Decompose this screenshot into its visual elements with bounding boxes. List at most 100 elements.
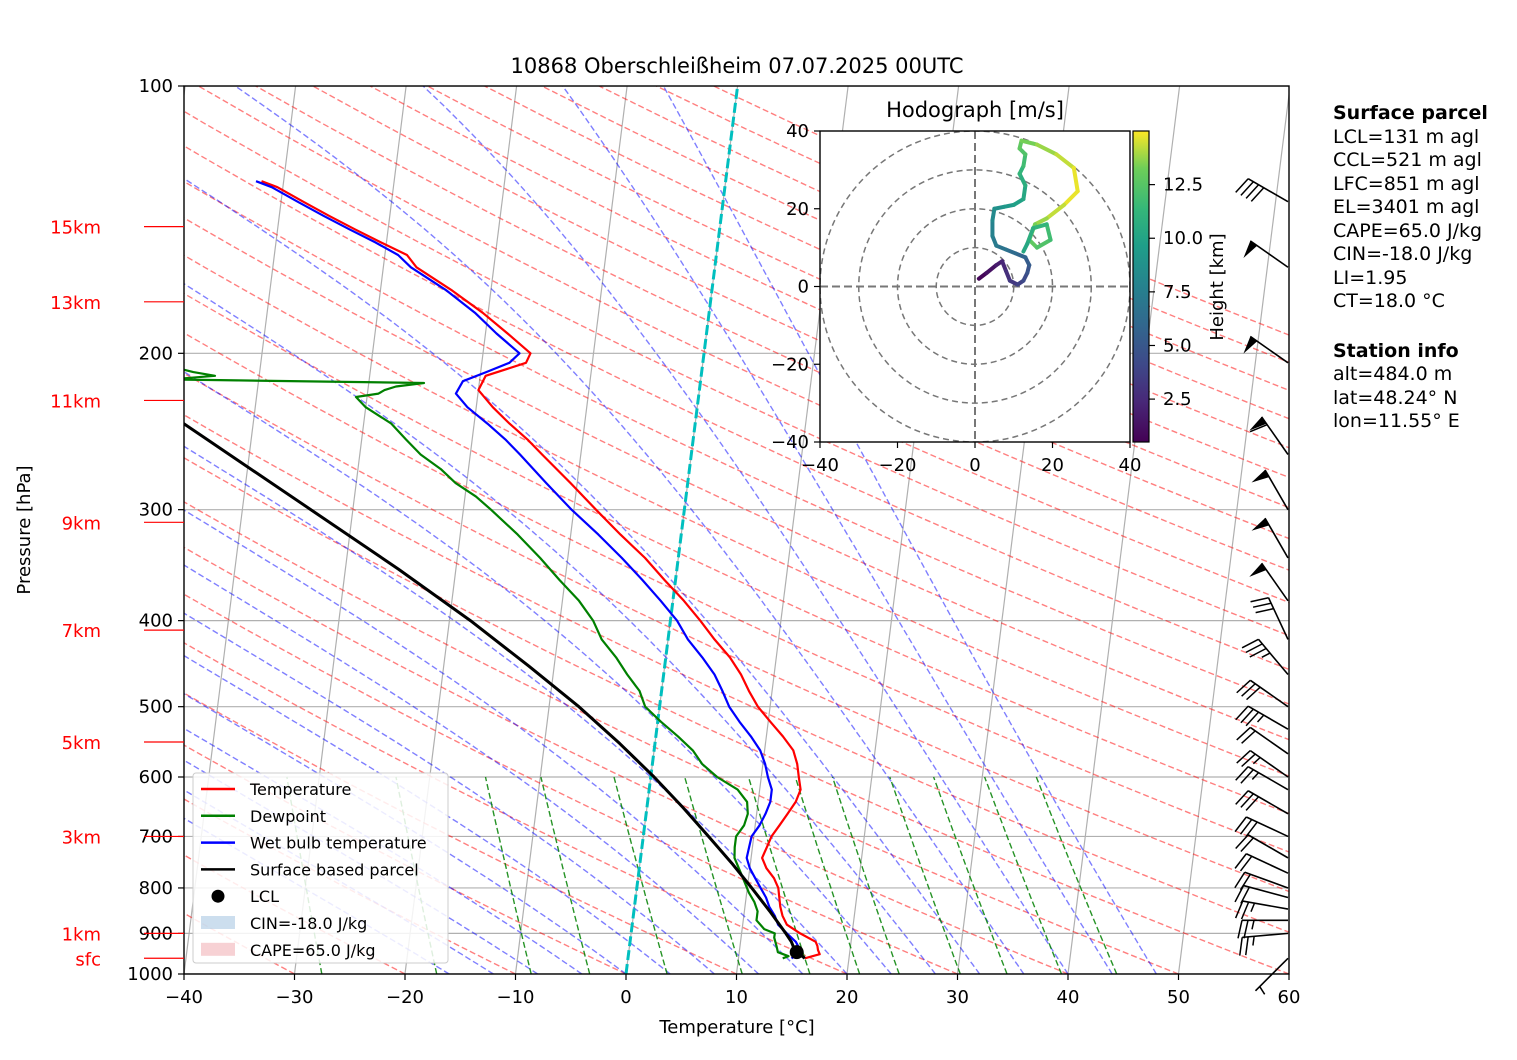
wind-barb — [1251, 517, 1289, 559]
mixing-ratio-line — [613, 776, 668, 974]
series-surface-based-parcel — [184, 422, 806, 960]
x-tick-label: 20 — [836, 987, 859, 1008]
y-tick-label: 300 — [139, 500, 173, 521]
barb-staff — [1244, 871, 1289, 889]
mixing-ratio-line — [540, 776, 591, 974]
barb-full — [1234, 871, 1246, 889]
legend-label: Temperature — [249, 780, 351, 799]
dry-adiabat — [184, 292, 1289, 815]
barb-flag — [1251, 469, 1270, 483]
x-tick-label: −30 — [276, 987, 314, 1008]
wind-barb — [1237, 919, 1288, 939]
barb-full — [1250, 597, 1269, 603]
wind-barb — [1235, 834, 1289, 859]
barb-full — [1252, 602, 1272, 608]
dry-adiabat — [184, 501, 1179, 974]
barb-full — [1241, 683, 1256, 697]
legend-box — [192, 772, 449, 964]
barb-half — [1252, 936, 1255, 946]
moist-adiabat — [184, 445, 848, 974]
dry-adiabat — [184, 332, 1289, 853]
cape-value: CAPE=65.0 J/kg — [1333, 219, 1483, 242]
wind-barb — [1234, 871, 1289, 891]
barb-staff — [1249, 679, 1289, 708]
barb-full — [1240, 708, 1254, 724]
wind-barb — [1249, 416, 1289, 455]
hodo-y-tick-label: −20 — [771, 354, 809, 375]
barb-half — [1261, 652, 1271, 658]
colorbar-tick-label: 12.5 — [1163, 175, 1203, 196]
height-label: 5km — [62, 733, 101, 754]
legend-swatch — [201, 916, 235, 929]
x-tick-label: −40 — [165, 987, 203, 1008]
height-label: 9km — [62, 513, 101, 534]
dry-adiabat — [184, 642, 848, 974]
barb-full — [1245, 643, 1263, 654]
legend-swatch — [211, 889, 225, 903]
x-tick-label: −20 — [386, 987, 424, 1008]
x-axis-label: Temperature [°C] — [658, 1017, 814, 1038]
x-tick-label: 30 — [946, 987, 969, 1008]
barb-flag — [1243, 336, 1258, 354]
legend-label: Dewpoint — [250, 807, 326, 826]
barb-half — [1251, 920, 1255, 930]
barb-half — [1250, 902, 1256, 912]
barb-flag — [1243, 240, 1258, 259]
hodo-x-tick-label: −40 — [801, 455, 839, 476]
lfc-value: LFC=851 m agl — [1333, 172, 1480, 195]
mixing-ratio-line — [484, 776, 532, 974]
barb-half — [1251, 772, 1260, 780]
moist-adiabat — [184, 612, 715, 974]
barb-full — [1239, 819, 1253, 835]
barb-full — [1241, 730, 1256, 744]
isotherm — [514, 86, 628, 974]
wind-barb — [1251, 469, 1289, 511]
barb-flag — [1249, 563, 1267, 577]
legend-label: CIN=-18.0 J/kg — [250, 914, 367, 933]
colorbar — [1132, 130, 1150, 443]
y-tick-label: 200 — [139, 343, 173, 364]
moist-adiabat — [184, 727, 583, 974]
dry-adiabat — [184, 546, 1069, 974]
mixing-ratio-line — [684, 776, 743, 974]
colorbar-tick-label: 10.0 — [1163, 228, 1203, 249]
el-value: EL=3401 m agl — [1333, 196, 1480, 218]
x-tick-label: −10 — [497, 987, 535, 1008]
barb-staff — [1245, 816, 1289, 838]
barb-full — [1234, 816, 1247, 833]
height-label: 7km — [62, 621, 101, 642]
info-panel: Surface parcel LCL=131 m agl CCL=521 m a… — [1333, 102, 1488, 434]
barb-full — [1240, 181, 1254, 196]
hodo-y-tick-label: 20 — [786, 199, 809, 220]
hodograph-segment — [984, 263, 999, 275]
hodograph-segment — [1031, 222, 1049, 231]
hodo-x-tick-label: −20 — [879, 455, 917, 476]
hodo-x-tick-label: 20 — [1041, 455, 1064, 476]
barb-full — [1240, 793, 1254, 808]
mixing-ratio-line — [1035, 776, 1118, 974]
barb-full — [1240, 901, 1250, 920]
barb-full — [1235, 705, 1249, 721]
height-label: 13km — [50, 293, 101, 314]
barb-full — [1236, 750, 1251, 764]
barb-full — [1243, 920, 1249, 939]
barb-staff — [1249, 726, 1289, 755]
wind-barb — [1234, 816, 1289, 838]
colorbar-tick-label: 2.5 — [1163, 389, 1192, 410]
legend-label: Surface based parcel — [250, 860, 419, 879]
barb-staff — [1247, 178, 1289, 203]
hodo-y-tick-label: 40 — [786, 121, 809, 142]
y-tick-label: 100 — [139, 76, 173, 97]
profile-lines — [184, 180, 821, 960]
y-tick-label: 600 — [139, 767, 173, 788]
barb-full — [1236, 679, 1251, 694]
isotherm — [1067, 86, 1181, 974]
barb-full — [1239, 937, 1243, 956]
moist-adiabat — [184, 177, 981, 974]
station-info-heading: Station info — [1333, 339, 1459, 362]
hodograph-segment — [1019, 138, 1039, 147]
barb-full — [1241, 638, 1259, 649]
moist-adiabat — [234, 86, 1025, 974]
barb-flag — [1249, 416, 1267, 431]
barb-full — [1245, 184, 1260, 199]
